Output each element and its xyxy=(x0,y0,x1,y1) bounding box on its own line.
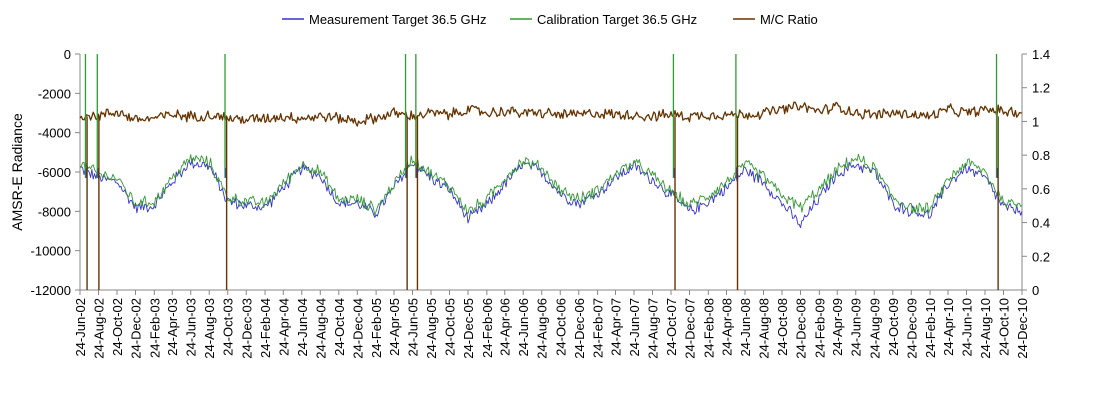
x-tick-label: 24-Oct-03 xyxy=(221,298,236,356)
x-tick-label: 24-Dec-08 xyxy=(794,298,809,359)
x-tick-label: 24-Dec-07 xyxy=(682,298,697,359)
spike-layer xyxy=(84,54,999,290)
x-tick-label: 24-Dec-10 xyxy=(1015,298,1030,359)
x-tick-label: 24-Feb-04 xyxy=(258,298,273,358)
x-tick-label: 24-Jun-04 xyxy=(295,298,310,357)
x-tick-label: 24-Oct-02 xyxy=(110,298,125,356)
x-tick-label: 24-Apr-04 xyxy=(276,298,291,356)
x-tick-label: 24-Dec-04 xyxy=(350,298,365,359)
y-left-tick-label: -4000 xyxy=(38,126,71,141)
x-tick-label: 24-Feb-10 xyxy=(923,298,938,358)
series-line-calibration-target-36-5-ghz xyxy=(79,153,1023,216)
x-tick-label: 24-Apr-10 xyxy=(941,298,956,356)
y-right-tick-label: 1.2 xyxy=(1032,81,1050,96)
x-tick-label: 24-Feb-07 xyxy=(591,298,606,358)
legend-label: Calibration Target 36.5 GHz xyxy=(537,12,697,27)
x-tick-label: 24-Aug-09 xyxy=(867,298,882,359)
x-tick-label: 24-Oct-06 xyxy=(553,298,568,356)
y-right-tick-label: 1.4 xyxy=(1032,47,1050,62)
y-left-tick-label: -2000 xyxy=(38,86,71,101)
x-tick-label: 24-Apr-08 xyxy=(720,298,735,356)
x-tick-label: 24-Dec-09 xyxy=(904,298,919,359)
y-left-tick-label: -12000 xyxy=(31,283,71,298)
x-tick-label: 24-Aug-10 xyxy=(978,298,993,359)
x-tick-label: 24-Feb-06 xyxy=(480,298,495,358)
x-tick-label: 24-Feb-09 xyxy=(812,298,827,358)
legend: Measurement Target 36.5 GHz Calibration T… xyxy=(282,12,818,27)
x-tick-label: 24-Jun-09 xyxy=(849,298,864,357)
x-tick-label: 24-Oct-10 xyxy=(996,298,1011,356)
x-tick-label: 24-Dec-02 xyxy=(129,298,144,359)
y-axis-left-title: AMSR-E Radiance xyxy=(9,113,25,231)
x-tick-label: 24-Jun-02 xyxy=(73,298,88,357)
y-left-tick-label: 0 xyxy=(64,47,71,62)
x-tick-label: 24-Jun-06 xyxy=(516,298,531,357)
x-tick-label: 24-Apr-05 xyxy=(387,298,402,356)
y-right-tick-label: 0.4 xyxy=(1032,216,1050,231)
x-tick-label: 24-Jun-05 xyxy=(406,298,421,357)
legend-label: M/C Ratio xyxy=(760,12,818,27)
series-layer xyxy=(79,101,1023,229)
x-tick-label: 24-Jun-07 xyxy=(627,298,642,357)
y-right-tick-label: 0.8 xyxy=(1032,148,1050,163)
x-tick-label: 24-Feb-08 xyxy=(701,298,716,358)
x-tick-label: 24-Apr-09 xyxy=(830,298,845,356)
axes: 0 -2000 -4000 -6000 -8000 -10000 -12000 1.4 1.2 1… xyxy=(31,47,1051,359)
x-tick-label: 24-Oct-05 xyxy=(443,298,458,356)
x-tick-label: 24-Oct-04 xyxy=(332,298,347,356)
series-line-m-c-ratio xyxy=(79,101,1023,127)
y-left-tick-label: -10000 xyxy=(31,244,71,259)
series-line-measurement-target-36-5-ghz xyxy=(79,158,1023,229)
y-right-tick-label: 0 xyxy=(1032,283,1039,298)
x-tick-label: 24-Dec-05 xyxy=(461,298,476,359)
x-tick-label: 24-Jun-10 xyxy=(959,298,974,357)
x-tick-label: 24-Dec-03 xyxy=(239,298,254,359)
y-left-tick-label: -6000 xyxy=(38,165,71,180)
x-tick-label: 24-Aug-02 xyxy=(92,298,107,359)
x-tick-label: 24-Apr-06 xyxy=(498,298,513,356)
x-tick-label: 24-Oct-07 xyxy=(664,298,679,356)
x-tick-label: 24-Aug-05 xyxy=(424,298,439,359)
x-tick-label: 24-Apr-07 xyxy=(608,298,623,356)
x-tick-label: 24-Feb-05 xyxy=(369,298,384,358)
x-tick-label: 24-Jun-03 xyxy=(184,298,199,357)
x-tick-label: 24-Apr-03 xyxy=(165,298,180,356)
x-tick-label: 24-Aug-06 xyxy=(535,298,550,359)
x-tick-label: 24-Oct-09 xyxy=(886,298,901,356)
y-left-tick-label: -8000 xyxy=(38,204,71,219)
y-right-tick-label: 0.6 xyxy=(1032,182,1050,197)
y-right-tick-label: 1 xyxy=(1032,114,1039,129)
x-tick-label: 24-Feb-03 xyxy=(147,298,162,358)
x-tick-label: 24-Dec-06 xyxy=(572,298,587,359)
x-tick-label: 24-Aug-07 xyxy=(645,298,660,359)
y-right-tick-label: 0.2 xyxy=(1032,249,1050,264)
x-tick-label: 24-Aug-03 xyxy=(202,298,217,359)
x-tick-label: 24-Aug-04 xyxy=(313,298,328,359)
legend-label: Measurement Target 36.5 GHz xyxy=(309,12,487,27)
x-tick-label: 24-Jun-08 xyxy=(738,298,753,357)
x-tick-label: 24-Aug-08 xyxy=(757,298,772,359)
x-tick-label: 24-Oct-08 xyxy=(775,298,790,356)
